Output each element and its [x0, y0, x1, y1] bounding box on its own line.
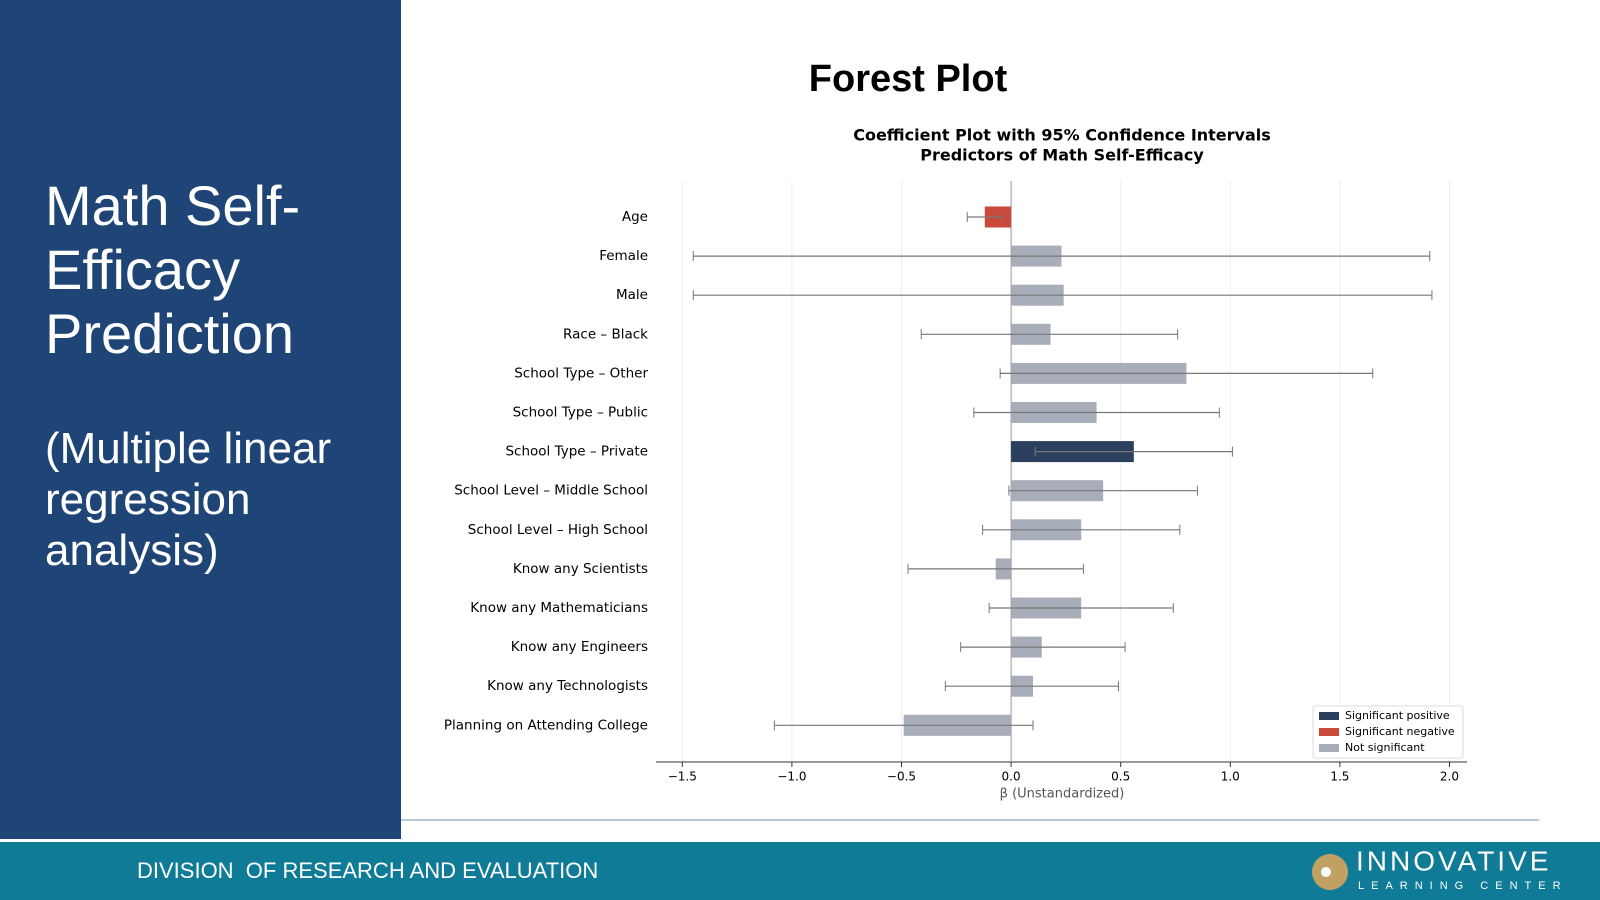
legend-swatch: [1319, 728, 1339, 736]
logo-name: INNOVATIVE: [1356, 845, 1551, 876]
legend-label: Not significant: [1345, 741, 1425, 754]
y-tick-label: Know any Engineers: [511, 639, 648, 655]
y-tick-label: Female: [599, 248, 648, 264]
legend-label: Significant negative: [1345, 725, 1455, 738]
logo-sub: LEARNING CENTER: [1358, 880, 1568, 892]
sidebar-title: Math Self-Efficacy Prediction: [45, 174, 301, 365]
x-tick-label: −1.5: [668, 770, 697, 784]
y-tick-label: Know any Scientists: [513, 561, 648, 577]
y-tick-label: Age: [622, 209, 648, 225]
x-tick-label: 0.0: [1002, 770, 1021, 784]
sidebar-subtitle: (Multiple linear regression analysis): [45, 424, 332, 575]
logo-icon-dot: [1321, 867, 1331, 877]
y-tick-label: Planning on Attending College: [444, 717, 648, 733]
x-tick-label: 1.5: [1330, 770, 1349, 784]
sidebar: Math Self-Efficacy Prediction (Multiple …: [0, 0, 401, 839]
chart-subtitle: Predictors of Math Self-Efficacy: [920, 146, 1204, 165]
y-tick-label: School Level – Middle School: [454, 483, 648, 499]
y-tick-label: Male: [616, 287, 648, 303]
legend-swatch: [1319, 712, 1339, 720]
y-tick-label: School Type – Other: [514, 365, 648, 381]
x-tick-label: −1.0: [777, 770, 806, 784]
y-tick-label: Know any Mathematicians: [470, 600, 648, 616]
y-tick-label: School Level – High School: [468, 522, 648, 538]
footer-text: DIVISION OF RESEARCH AND EVALUATION: [137, 858, 598, 883]
x-tick-label: 0.5: [1111, 770, 1130, 784]
y-tick-label: School Type – Private: [505, 444, 648, 460]
x-tick-label: 1.0: [1221, 770, 1240, 784]
y-tick-label: Race – Black: [563, 326, 648, 342]
legend-box: [1312, 705, 1464, 759]
y-tick-label: Know any Technologists: [487, 678, 648, 694]
heading: Forest Plot: [809, 58, 1008, 100]
legend-swatch: [1319, 744, 1339, 752]
x-axis-label: β (Unstandardized): [1000, 787, 1125, 802]
legend-label: Significant positive: [1345, 709, 1450, 722]
x-tick-label: 2.0: [1440, 770, 1459, 784]
x-tick-label: −0.5: [887, 770, 916, 784]
y-tick-label: School Type – Public: [513, 405, 648, 421]
chart-title: Coefficient Plot with 95% Confidence Int…: [853, 126, 1271, 145]
